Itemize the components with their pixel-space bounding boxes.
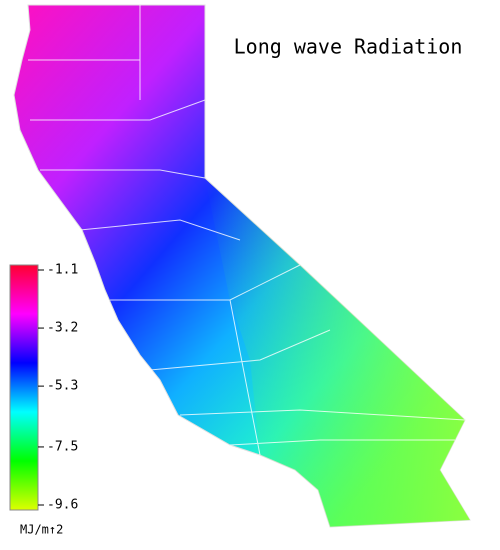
- colorbar: [9, 264, 39, 511]
- colorbar-unit: MJ/m↑2: [20, 523, 63, 537]
- california-map: [13, 4, 471, 528]
- map-title: Long wave Radiation: [234, 35, 463, 59]
- tick-label: -1.1: [47, 263, 78, 278]
- tick-label: -9.6: [47, 498, 78, 513]
- tick-label: -7.5: [47, 439, 78, 454]
- tick-label: -5.3: [47, 379, 78, 394]
- tick-label: -3.2: [47, 321, 78, 336]
